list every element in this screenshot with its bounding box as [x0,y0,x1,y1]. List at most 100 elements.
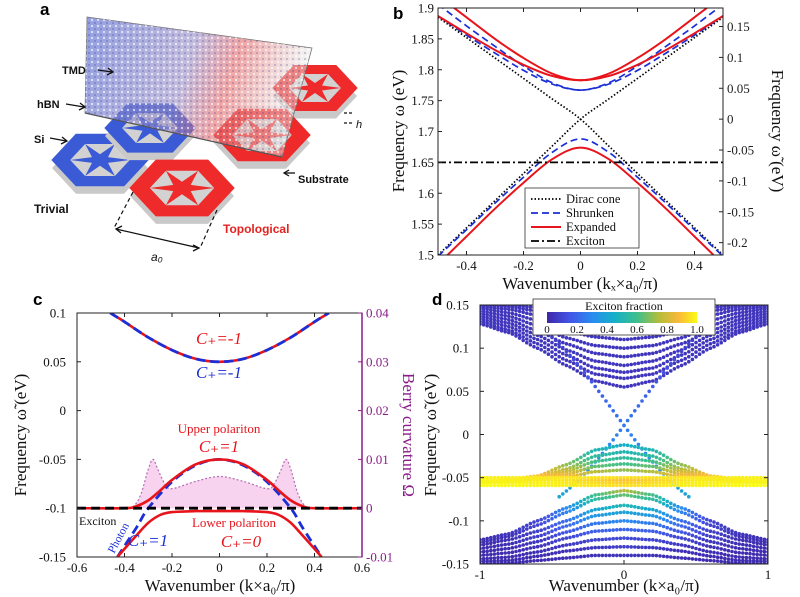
arrow-hbn-icon [65,103,85,108]
band-point [579,472,583,477]
band-point [568,548,572,553]
band-point [741,317,745,321]
band-point [755,316,759,321]
band-point [607,491,612,495]
band-point [510,308,515,312]
band-point [517,325,522,330]
band-point [751,317,756,322]
y-tick-label: 0.05 [43,354,66,369]
band-point [503,313,508,318]
band-point [690,551,695,555]
band-point [607,457,612,462]
band-point [715,483,720,488]
band-point [730,549,734,554]
band-point [615,383,619,388]
band-point [528,305,533,309]
band-point [701,336,705,341]
band-point [564,469,569,474]
band-point [604,478,608,483]
band-point [712,559,716,563]
band-point [665,366,669,370]
band-point [748,318,752,323]
band-point [669,481,673,485]
band-point [701,516,705,520]
band-point [586,466,590,470]
band-point [593,454,597,458]
band-point [697,478,702,483]
band-point [611,369,615,373]
right-y-tick-label: 0 [366,501,373,516]
band-point [636,475,641,480]
band-point [593,372,597,376]
band-point [690,557,695,561]
band-point [539,533,543,538]
band-point [694,483,698,488]
band-point [748,539,752,544]
band-point [737,483,741,488]
band-point [647,335,651,340]
band-point [550,335,554,339]
band-point [553,347,558,352]
band-point [679,478,684,483]
band-point [705,533,709,538]
band-point [733,326,738,330]
band-point [514,331,518,335]
band-point [557,354,561,359]
band-point [712,340,716,345]
band-point [665,540,669,545]
band-point [701,475,705,480]
triangular-hole [165,170,199,182]
band-point [697,552,702,557]
y-tick-label: 1.9 [418,1,434,16]
band-point [643,447,648,451]
band-point [597,447,601,452]
band-point [597,492,601,497]
band-point [557,550,561,554]
band-point [697,481,702,485]
band-point [708,346,713,351]
band-point [661,348,666,352]
band-point [723,529,727,533]
triangular-hole [322,74,341,88]
band-point [672,478,677,483]
band-point [708,534,713,539]
band-point [618,443,623,448]
band-point [708,544,713,549]
band-point [672,337,677,342]
band-point [618,354,623,359]
band-point [579,455,583,460]
band-point [550,512,554,517]
berry-curvature-fill [77,459,362,509]
band-point [636,463,641,467]
band-point [550,529,554,533]
band-point [597,366,601,371]
band-point [654,343,659,347]
band-point [589,358,594,362]
triangular-hole [122,128,143,143]
band-point [658,451,662,456]
y-tick-label: 0.1 [453,341,469,356]
band-point [607,361,612,366]
band-point [553,475,558,480]
band-point [726,475,731,480]
series-line-expanded [452,8,709,82]
band-point [521,314,525,319]
triangular-hole [302,93,328,102]
band-point [564,506,569,510]
band-point [546,347,551,352]
band-point [672,548,677,553]
band-point [625,443,630,448]
band-point [550,483,554,488]
band-point [640,537,644,541]
band-point [705,522,709,526]
band-point [661,481,666,485]
band-point [575,501,579,506]
band-point [546,475,551,480]
band-point [582,355,587,360]
band-point [525,340,529,345]
band-point [579,371,583,376]
band-point [571,467,576,472]
band-point [715,555,720,559]
band-point [499,478,504,483]
band-point [658,470,662,475]
